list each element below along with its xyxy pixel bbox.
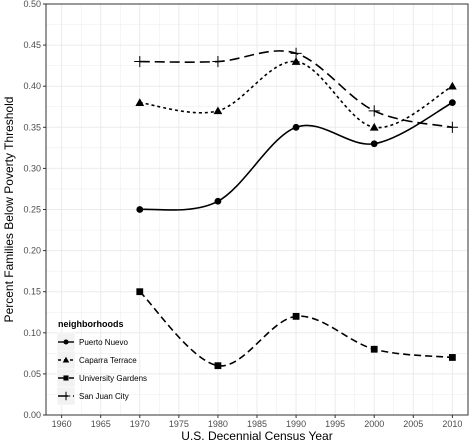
y-axis-ticks: 0.00 0.05 0.10 0.15 0.20 0.25 0.30 0.35 0.40 0.45…: [23, 0, 46, 420]
x-tick-label: 1990: [286, 419, 306, 429]
legend-label: University Gardens: [79, 374, 147, 383]
x-tick-label: 2005: [403, 419, 423, 429]
y-tick-label: 0.45: [23, 40, 41, 50]
data-point-university-gardens: [292, 312, 300, 320]
x-tick-label: 1975: [169, 419, 189, 429]
legend-marker-university-gardens: [63, 375, 69, 381]
data-point-university-gardens: [214, 362, 222, 370]
x-axis-title: U.S. Decennial Census Year: [181, 429, 332, 443]
x-tick-label: 2000: [364, 419, 384, 429]
series-line-university-gardens: [139, 291, 453, 367]
legend-label: Caparra Terrace: [79, 356, 137, 365]
legend-marker-puerto-nuevo: [63, 339, 69, 345]
data-point-puerto-nuevo: [214, 197, 222, 205]
data-point-san-juan-city: [134, 55, 146, 68]
data-point-san-juan-city: [290, 47, 302, 59]
legend-title: neighborhoods: [58, 319, 124, 329]
data-point-university-gardens: [136, 288, 144, 296]
data-point-puerto-nuevo: [136, 206, 144, 213]
x-tick-label: 1965: [91, 419, 111, 429]
y-tick-label: 0.10: [23, 328, 41, 338]
legend-label: San Juan City: [79, 392, 129, 401]
data-point-caparra-terrace: [135, 98, 145, 106]
y-tick-label: 0.35: [23, 122, 41, 132]
data-point-university-gardens: [370, 345, 378, 353]
legend-label: Puerto Nuevo: [79, 338, 128, 347]
x-tick-label: 1995: [325, 419, 345, 429]
data-point-puerto-nuevo: [448, 99, 456, 107]
data-point-puerto-nuevo: [370, 140, 378, 148]
legend-marker-san-juan-city: [61, 391, 71, 401]
legend: neighborhoods Puerto Nuevo Caparra Terrac…: [56, 319, 147, 406]
x-tick-label: 1980: [208, 419, 228, 429]
y-tick-label: 0.25: [23, 205, 41, 215]
x-tick-label: 2010: [442, 419, 462, 429]
data-point-caparra-terrace: [291, 57, 301, 65]
x-axis-ticks: 1960 1965 1970 1975 1980 1985 1990 1995 2000 2005…: [52, 415, 462, 429]
y-axis-title: Percent Families Below Poverty Threshold: [2, 97, 16, 323]
data-point-caparra-terrace: [369, 122, 379, 131]
y-tick-label: 0.20: [23, 246, 41, 256]
y-tick-label: 0.50: [23, 0, 41, 9]
grid-lines: [46, 3, 468, 416]
x-tick-label: 1970: [130, 419, 150, 429]
x-tick-label: 1985: [247, 419, 267, 429]
data-point-san-juan-city: [212, 55, 224, 68]
data-point-san-juan-city: [368, 105, 380, 117]
legend-items: Puerto Nuevo Caparra Terrace University Ga…: [56, 332, 147, 406]
legend-marker-caparra-terrace: [62, 356, 70, 363]
data-point-puerto-nuevo: [292, 123, 300, 131]
series-line-caparra-terrace: [139, 60, 453, 129]
y-tick-label: 0.40: [23, 81, 41, 91]
data-point-university-gardens: [448, 354, 456, 361]
y-tick-label: 0.05: [23, 369, 41, 379]
x-tick-label: 1960: [52, 419, 72, 429]
data-point-caparra-terrace: [447, 81, 457, 90]
data-point-caparra-terrace: [213, 106, 223, 115]
y-tick-label: 0.00: [23, 410, 41, 420]
y-tick-label: 0.30: [23, 163, 41, 173]
series-points: [134, 47, 458, 370]
y-tick-label: 0.15: [23, 287, 41, 297]
data-point-san-juan-city: [446, 121, 458, 133]
